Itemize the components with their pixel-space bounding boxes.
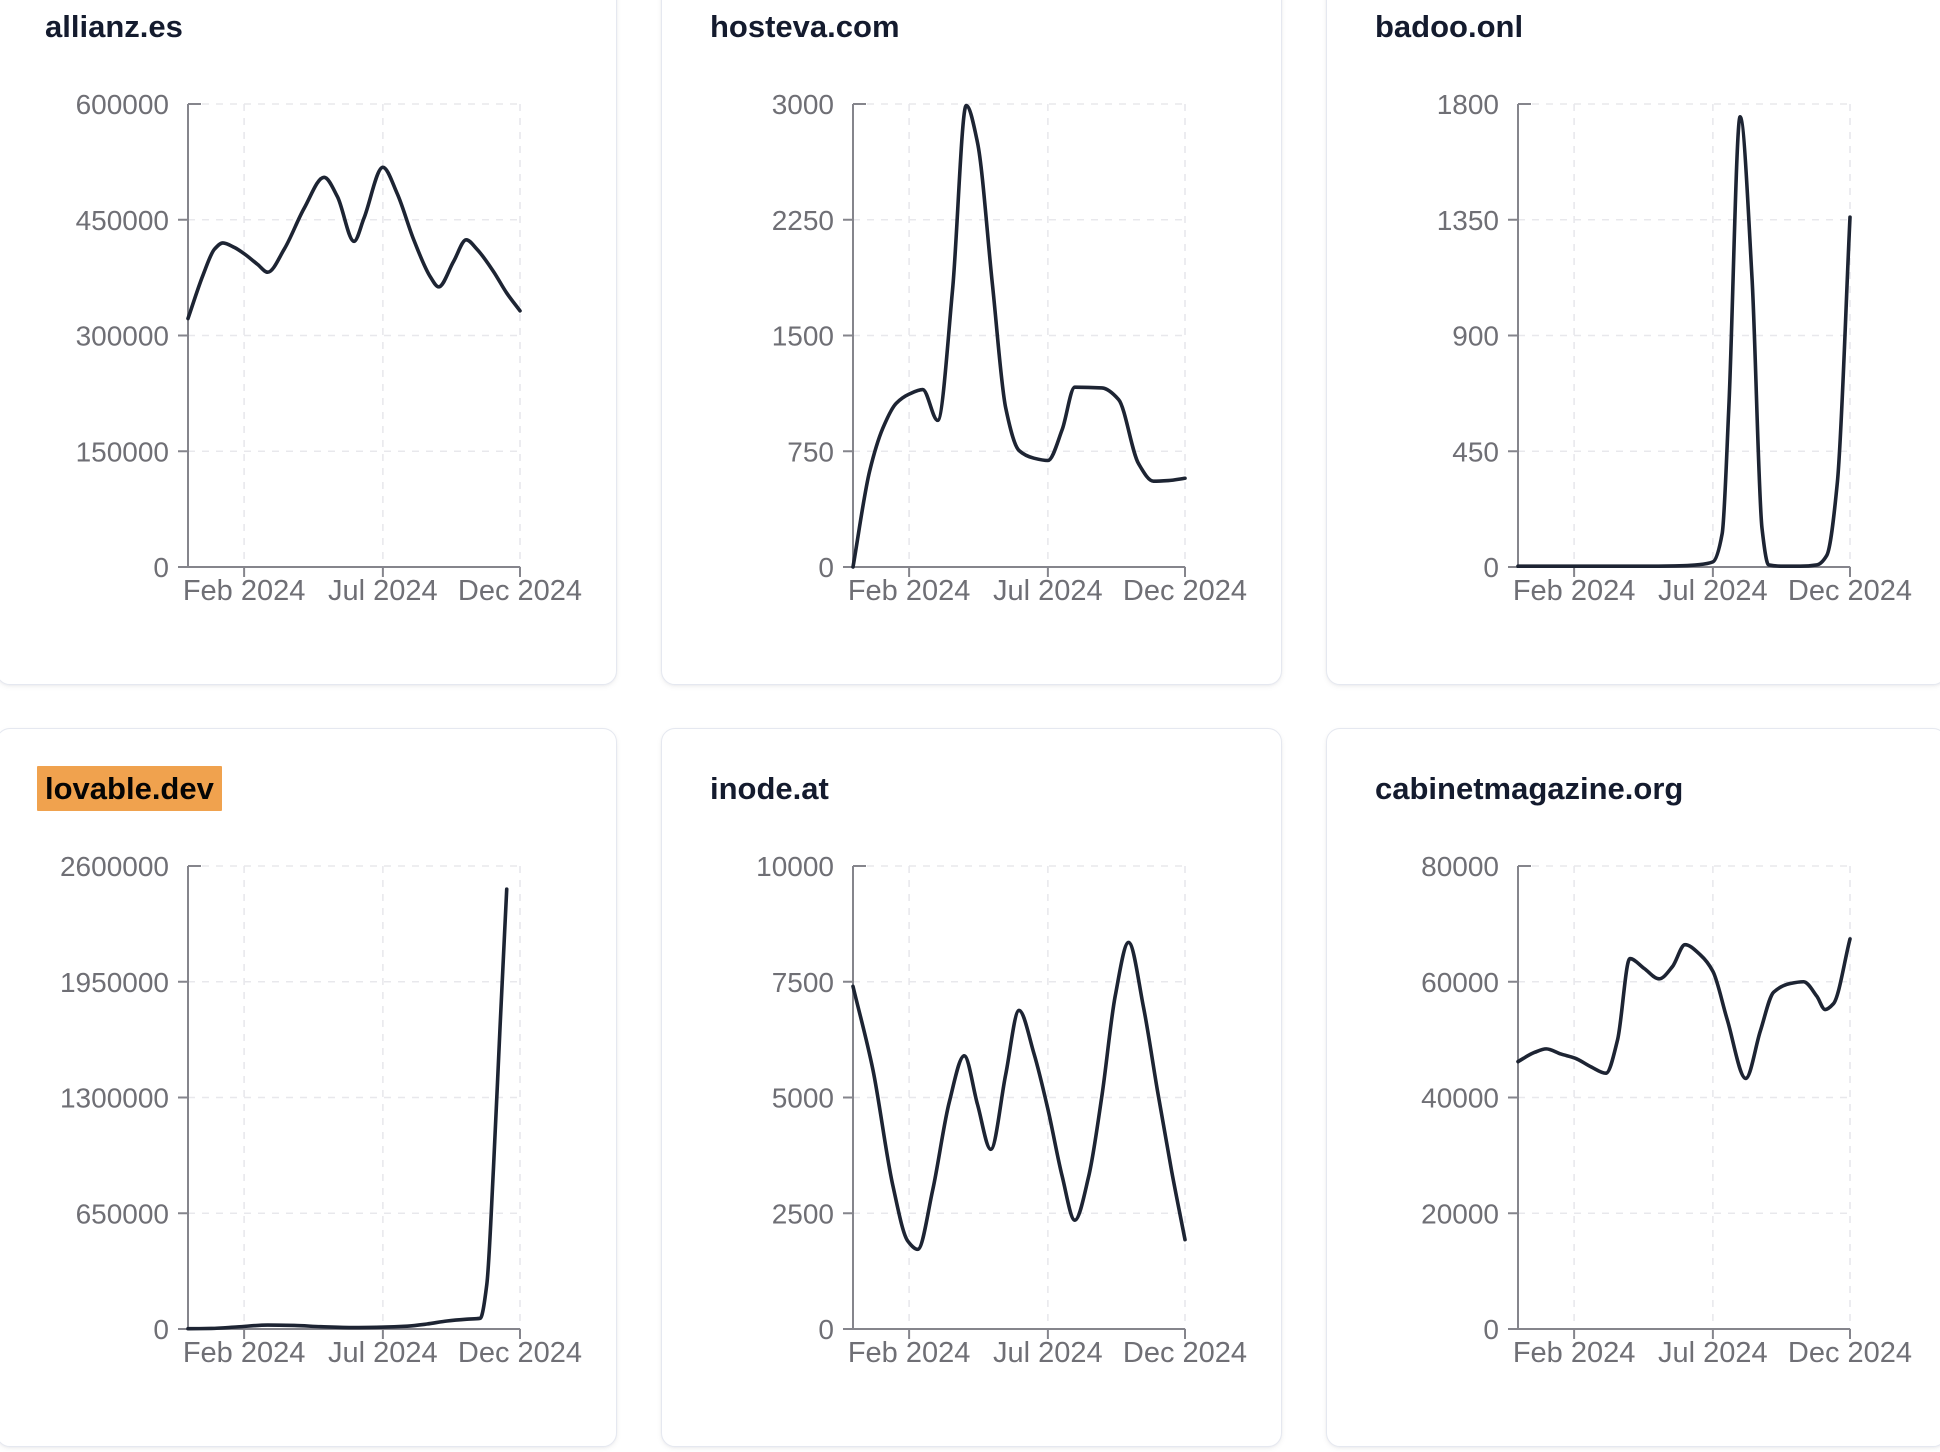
chart-card-header: badoo.onl bbox=[1367, 9, 1531, 45]
x-tick-label: Dec 2024 bbox=[458, 575, 582, 607]
y-tick-label: 600000 bbox=[76, 89, 169, 120]
chart-card: cabinetmagazine.org 0 20000 40000 60000 80000… bbox=[1326, 728, 1940, 1447]
x-tick-label: Jul 2024 bbox=[328, 1337, 438, 1369]
x-tick-label: Jul 2024 bbox=[993, 575, 1103, 607]
y-tick-label: 0 bbox=[153, 1314, 169, 1345]
x-tick-label: Feb 2024 bbox=[183, 1337, 306, 1369]
y-tick-label: 450000 bbox=[76, 205, 169, 236]
chart-card-header: lovable.dev bbox=[37, 766, 222, 811]
x-tick-label: Jul 2024 bbox=[328, 575, 438, 607]
line-chart: 0 150000 300000 450000 600000 Feb 2024 Jul 202… bbox=[76, 89, 583, 607]
y-tick-label: 10000 bbox=[756, 851, 834, 882]
line-chart: 0 750 1500 2250 3000 Feb 2024 Jul 2024 Dec 2024 bbox=[772, 89, 1247, 607]
y-tick-label: 40000 bbox=[1421, 1083, 1499, 1114]
chart-card: hosteva.com 0 750 1500 2250 3000 Feb 2024 Jul 2… bbox=[661, 0, 1282, 685]
x-tick-label: Feb 2024 bbox=[183, 575, 306, 607]
x-tick-label: Jul 2024 bbox=[1658, 575, 1768, 607]
y-tick-label: 20000 bbox=[1421, 1198, 1499, 1229]
y-tick-label: 1950000 bbox=[60, 967, 169, 998]
domain-title: allianz.es bbox=[45, 9, 183, 44]
line-chart: 0 450 900 1350 1800 Feb 2024 Jul 2024 Dec 2024 bbox=[1437, 89, 1912, 607]
y-tick-label: 2250 bbox=[772, 205, 834, 236]
y-tick-label: 1800 bbox=[1437, 89, 1499, 120]
y-tick-label: 80000 bbox=[1421, 851, 1499, 882]
y-tick-label: 1500 bbox=[772, 321, 834, 352]
chart-card-header: inode.at bbox=[702, 771, 837, 807]
data-line bbox=[851, 940, 1187, 1252]
chart-card-header: allianz.es bbox=[37, 9, 191, 45]
y-tick-label: 150000 bbox=[76, 436, 169, 467]
chart-card: lovable.dev 0 650000 1300000 1950000 2600000 F… bbox=[0, 728, 617, 1447]
x-tick-label: Jul 2024 bbox=[1658, 1337, 1768, 1369]
y-tick-label: 2600000 bbox=[60, 851, 169, 882]
y-tick-label: 0 bbox=[153, 552, 169, 583]
x-tick-label: Feb 2024 bbox=[1513, 1337, 1636, 1369]
y-tick-label: 750 bbox=[787, 436, 834, 467]
data-line bbox=[186, 165, 522, 321]
data-line bbox=[1516, 115, 1852, 569]
y-tick-label: 650000 bbox=[76, 1198, 169, 1229]
x-tick-label: Dec 2024 bbox=[1123, 1337, 1247, 1369]
domain-title: cabinetmagazine.org bbox=[1375, 771, 1684, 806]
chart-card: inode.at 0 2500 5000 7500 10000 Feb 2024 Jul 20… bbox=[661, 728, 1282, 1447]
y-tick-label: 900 bbox=[1452, 321, 1499, 352]
x-tick-label: Dec 2024 bbox=[1788, 575, 1912, 607]
y-tick-label: 0 bbox=[1483, 1314, 1499, 1345]
line-chart: 0 650000 1300000 1950000 2600000 Feb 2024 Jul … bbox=[60, 851, 582, 1369]
y-tick-label: 5000 bbox=[772, 1083, 834, 1114]
domain-title: inode.at bbox=[710, 771, 829, 806]
y-tick-label: 0 bbox=[818, 552, 834, 583]
y-tick-label: 7500 bbox=[772, 967, 834, 998]
chart-card-header: cabinetmagazine.org bbox=[1367, 771, 1691, 807]
y-tick-label: 1300000 bbox=[60, 1083, 169, 1114]
line-chart: 0 20000 40000 60000 80000 Feb 2024 Jul 2024 Dec… bbox=[1421, 851, 1912, 1369]
x-tick-label: Feb 2024 bbox=[1513, 575, 1636, 607]
y-tick-label: 0 bbox=[1483, 552, 1499, 583]
x-tick-label: Feb 2024 bbox=[848, 575, 971, 607]
chart-card: allianz.es 0 150000 300000 450000 600000 Feb 2… bbox=[0, 0, 617, 685]
y-tick-label: 60000 bbox=[1421, 967, 1499, 998]
x-tick-label: Dec 2024 bbox=[458, 1337, 582, 1369]
y-tick-label: 1350 bbox=[1437, 205, 1499, 236]
data-line bbox=[1516, 937, 1852, 1081]
chart-card-header: hosteva.com bbox=[702, 9, 908, 45]
domain-title: badoo.onl bbox=[1375, 9, 1524, 44]
domain-title: hosteva.com bbox=[710, 9, 900, 44]
y-tick-label: 0 bbox=[818, 1314, 834, 1345]
data-line bbox=[186, 887, 509, 1331]
line-chart: 0 2500 5000 7500 10000 Feb 2024 Jul 2024 Dec 20… bbox=[756, 851, 1247, 1369]
x-tick-label: Dec 2024 bbox=[1788, 1337, 1912, 1369]
x-tick-label: Feb 2024 bbox=[848, 1337, 971, 1369]
y-tick-label: 300000 bbox=[76, 321, 169, 352]
x-tick-label: Dec 2024 bbox=[1123, 575, 1247, 607]
y-tick-label: 450 bbox=[1452, 436, 1499, 467]
data-line bbox=[851, 103, 1187, 569]
domain-title-highlighted: lovable.dev bbox=[37, 766, 222, 811]
chart-card: badoo.onl 0 450 900 1350 1800 Feb 2024 Jul 2024… bbox=[1326, 0, 1940, 685]
x-tick-label: Jul 2024 bbox=[993, 1337, 1103, 1369]
y-tick-label: 2500 bbox=[772, 1198, 834, 1229]
y-tick-label: 3000 bbox=[772, 89, 834, 120]
